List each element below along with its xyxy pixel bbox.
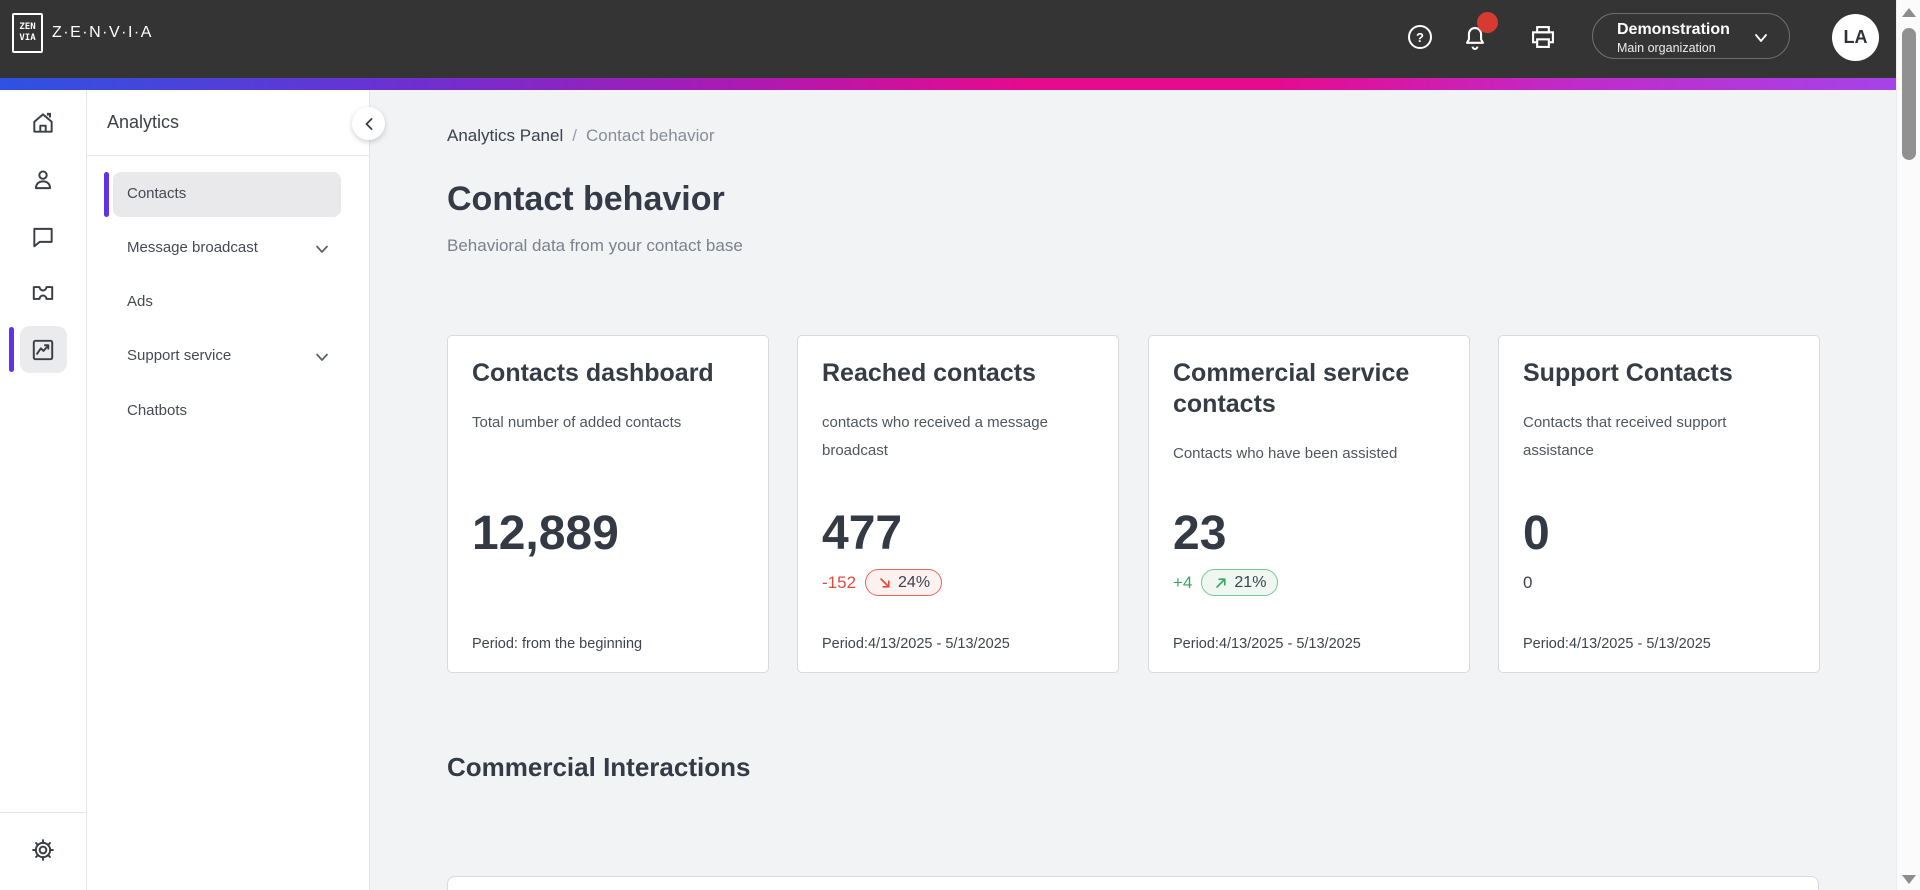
card-value: 0: [1523, 507, 1550, 560]
card-description: Contacts that received support assistanc…: [1523, 414, 1727, 459]
sidebar-divider: [87, 155, 370, 156]
delta-percent: 24%: [898, 573, 931, 591]
page-subtitle: Behavioral data from your contact base: [447, 236, 743, 255]
sidebar-item-analytics[interactable]: [23, 330, 63, 370]
rail-divider: [0, 812, 87, 813]
card-period: Period:4/13/2025 - 5/13/2025: [1523, 636, 1711, 652]
card-value: 477: [822, 507, 903, 560]
page-scrollbar[interactable]: [1896, 0, 1920, 890]
stat-card-support-contacts: Support Contacts Contacts that received …: [1498, 335, 1820, 673]
delta-value: -152: [822, 572, 857, 592]
card-delta-row: -152 24%: [822, 569, 943, 596]
sidebar-item-settings[interactable]: [23, 830, 63, 870]
sidebar-item-message-broadcast[interactable]: Message broadcast: [87, 226, 370, 271]
chevron-down-icon: [1755, 34, 1767, 42]
menu-item-background: [113, 172, 341, 217]
nav-rail: [0, 90, 87, 890]
delta-value: 0: [1523, 572, 1533, 592]
sidebar-collapse-button[interactable]: [352, 107, 385, 140]
notification-badge: [1477, 12, 1498, 33]
breadcrumb: Analytics Panel / Contact behavior: [447, 126, 715, 146]
sidebar-item-contacts[interactable]: [23, 160, 63, 200]
arrow-down-right-icon: [880, 577, 890, 588]
card-title: Commercial service contacts: [1173, 359, 1410, 418]
card-delta-row: +4 21%: [1173, 569, 1279, 596]
analytics-sidebar-panel: Analytics Contacts Message broadcast Ads…: [87, 90, 370, 890]
active-item-indicator: [104, 172, 109, 217]
main-content: Analytics Panel / Contact behavior Conta…: [370, 90, 1896, 890]
sidebar-item-tickets[interactable]: [23, 273, 63, 313]
nav-rail-active-indicator: [9, 327, 14, 372]
sidebar-title: Analytics: [107, 112, 180, 132]
organization-switcher[interactable]: Demonstration Main organization: [1592, 13, 1790, 59]
card-description: contacts who received a message broadcas…: [822, 414, 1048, 459]
stat-card-contacts-dashboard: Contacts dashboard Total number of added…: [447, 335, 769, 673]
card-description: Contacts who have been assisted: [1173, 445, 1398, 462]
card-title: Contacts dashboard: [472, 359, 714, 387]
top-bar: ZEN VIA Z·E·N·V·I·A ? Demonstrati: [0, 0, 1896, 78]
menu-item-label: Chatbots: [127, 402, 188, 419]
ticket-icon: [32, 286, 54, 300]
card-title: Support Contacts: [1523, 359, 1733, 387]
card-value: 12,889: [472, 507, 619, 560]
card-title: Reached contacts: [822, 359, 1036, 387]
breadcrumb-separator: /: [572, 126, 577, 145]
card-description: Total number of added contacts: [472, 414, 682, 431]
home-icon: [33, 112, 53, 133]
page-title: Contact behavior: [447, 180, 725, 218]
gear-icon: [32, 839, 54, 861]
scrollbar-down-arrow[interactable]: [1902, 875, 1916, 884]
logo-mark-top: ZEN: [19, 22, 36, 32]
chat-bubble-icon: [33, 227, 53, 248]
menu-item-label: Support service: [127, 347, 232, 364]
sidebar-item-contacts-analytics[interactable]: Contacts: [87, 172, 370, 217]
user-avatar[interactable]: LA: [1832, 14, 1879, 61]
menu-item-label: Ads: [127, 293, 153, 310]
sidebar-item-chatbots[interactable]: Chatbots: [87, 389, 370, 434]
chevron-down-icon: [316, 353, 328, 361]
line-chart-icon: [32, 339, 54, 361]
commercial-interactions-card: [447, 876, 1819, 890]
person-icon: [34, 170, 52, 190]
zenvia-logo-icon: ZEN VIA: [12, 13, 43, 53]
section-title-commercial-interactions: Commercial Interactions: [447, 752, 751, 782]
chevron-down-icon: [316, 245, 328, 253]
scrollbar-thumb[interactable]: [1902, 28, 1916, 160]
sidebar-item-ads[interactable]: Ads: [87, 280, 370, 325]
sidebar-item-support-service[interactable]: Support service: [87, 334, 370, 379]
delta-value: +4: [1173, 572, 1193, 592]
print-button[interactable]: [1523, 17, 1563, 57]
organization-name: Demonstration: [1617, 21, 1730, 38]
menu-item-label: Message broadcast: [127, 239, 258, 256]
chevron-left-icon: [365, 117, 372, 130]
help-icon: ?: [1408, 25, 1432, 49]
arrow-up-right-icon: [1216, 577, 1226, 588]
svg-text:?: ?: [1416, 30, 1424, 45]
brand-gradient-bar: [0, 78, 1896, 90]
card-delta-row: 0: [1523, 569, 1532, 596]
trend-badge-down: 24%: [865, 569, 943, 596]
zenvia-logo-text: Z·E·N·V·I·A: [52, 24, 153, 41]
stat-card-commercial-service-contacts: Commercial service contacts Contacts who…: [1148, 335, 1470, 673]
stat-card-reached-contacts: Reached contacts contacts who received a…: [797, 335, 1119, 673]
menu-item-label: Contacts: [127, 185, 187, 202]
help-button[interactable]: ?: [1400, 17, 1440, 57]
logo-mark-bottom: VIA: [19, 33, 36, 43]
card-period: Period: from the beginning: [472, 636, 643, 652]
breadcrumb-current: Contact behavior: [585, 126, 715, 145]
card-period: Period:4/13/2025 - 5/13/2025: [1173, 636, 1361, 652]
delta-percent: 21%: [1234, 573, 1267, 591]
scrollbar-up-arrow[interactable]: [1902, 8, 1916, 17]
print-icon: [1532, 26, 1554, 48]
card-value: 23: [1173, 507, 1227, 560]
breadcrumb-link-analytics-panel[interactable]: Analytics Panel: [447, 126, 564, 145]
card-period: Period:4/13/2025 - 5/13/2025: [822, 636, 1010, 652]
trend-badge-up: 21%: [1201, 569, 1279, 596]
sidebar-item-home[interactable]: [23, 103, 63, 143]
avatar-initials: LA: [1843, 27, 1868, 47]
organization-subtitle: Main organization: [1617, 41, 1716, 55]
sidebar-item-conversations[interactable]: [23, 217, 63, 257]
